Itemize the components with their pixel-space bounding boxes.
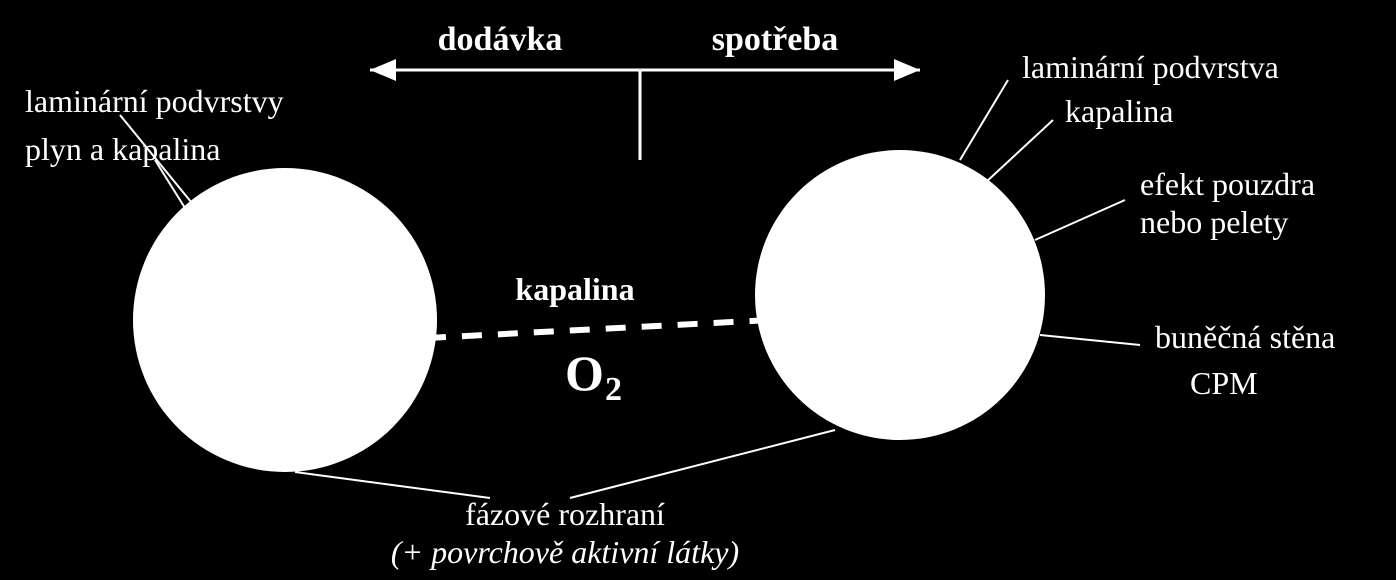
- right-circle: [755, 150, 1045, 440]
- left-circle: [133, 168, 437, 472]
- label-o2_sub: 2: [605, 371, 622, 408]
- label-right_2: kapalina: [1065, 93, 1173, 129]
- label-mid: kapalina: [515, 271, 634, 307]
- label-right_1: laminární podvrstva: [1022, 49, 1279, 85]
- label-bottom_1: fázové rozhraní: [465, 496, 665, 532]
- label-header_left: dodávka: [438, 21, 563, 58]
- diagram-canvas: dodávka spotřeba laminární podvrstvy plyn a…: [0, 0, 1396, 580]
- label-left_1: laminární podvrstvy: [25, 83, 284, 119]
- label-header_right: spotřeba: [712, 21, 839, 58]
- label-bottom_2: (+ povrchově aktivní látky): [391, 534, 739, 570]
- label-left_2: plyn a kapalina: [25, 131, 220, 167]
- label-o2_main: O: [565, 345, 604, 401]
- label-right_5: CPM: [1190, 365, 1258, 401]
- label-right_4: buněčná stěna: [1155, 319, 1335, 355]
- label-right_3b: nebo pelety: [1140, 204, 1288, 240]
- label-right_3a: efekt pouzdra: [1140, 166, 1315, 202]
